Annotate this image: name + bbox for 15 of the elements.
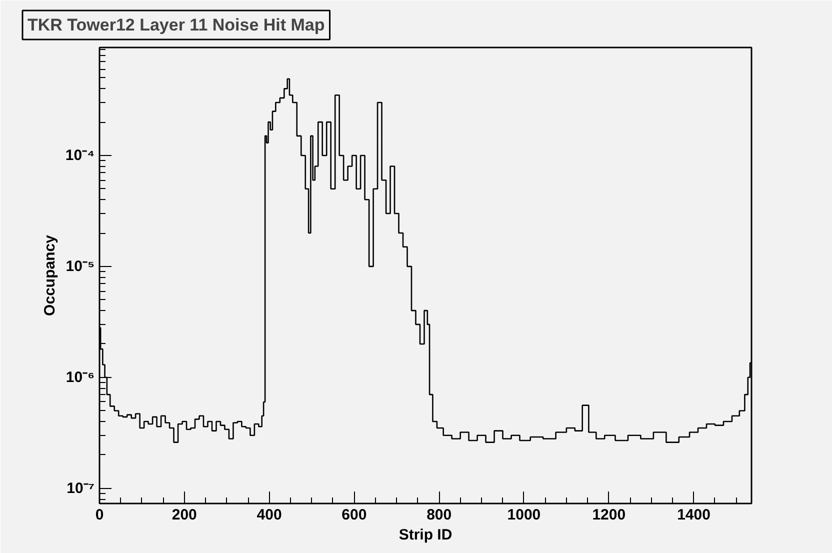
x-tick-label: 0 (95, 506, 104, 524)
x-tick-label: 400 (256, 506, 282, 524)
x-tick-label: 1400 (677, 506, 710, 524)
y-tick-label: 10⁻⁷ (66, 480, 94, 497)
x-tick-label: 800 (426, 506, 452, 524)
x-axis-title: Strip ID (398, 526, 452, 544)
y-axis-title: Occupancy (41, 234, 58, 316)
x-tick-label: 1000 (507, 506, 541, 524)
chart-title: TKR Tower12 Layer 11 Noise Hit Map (28, 16, 325, 34)
y-tick-label: 10⁻⁵ (66, 258, 95, 275)
x-tick-label: 200 (172, 506, 197, 524)
x-tick-label: 1200 (592, 506, 626, 524)
y-tick-label: 10⁻⁴ (65, 146, 95, 164)
x-tick-label: 600 (342, 506, 367, 524)
y-tick-label: 10⁻⁶ (66, 368, 94, 386)
